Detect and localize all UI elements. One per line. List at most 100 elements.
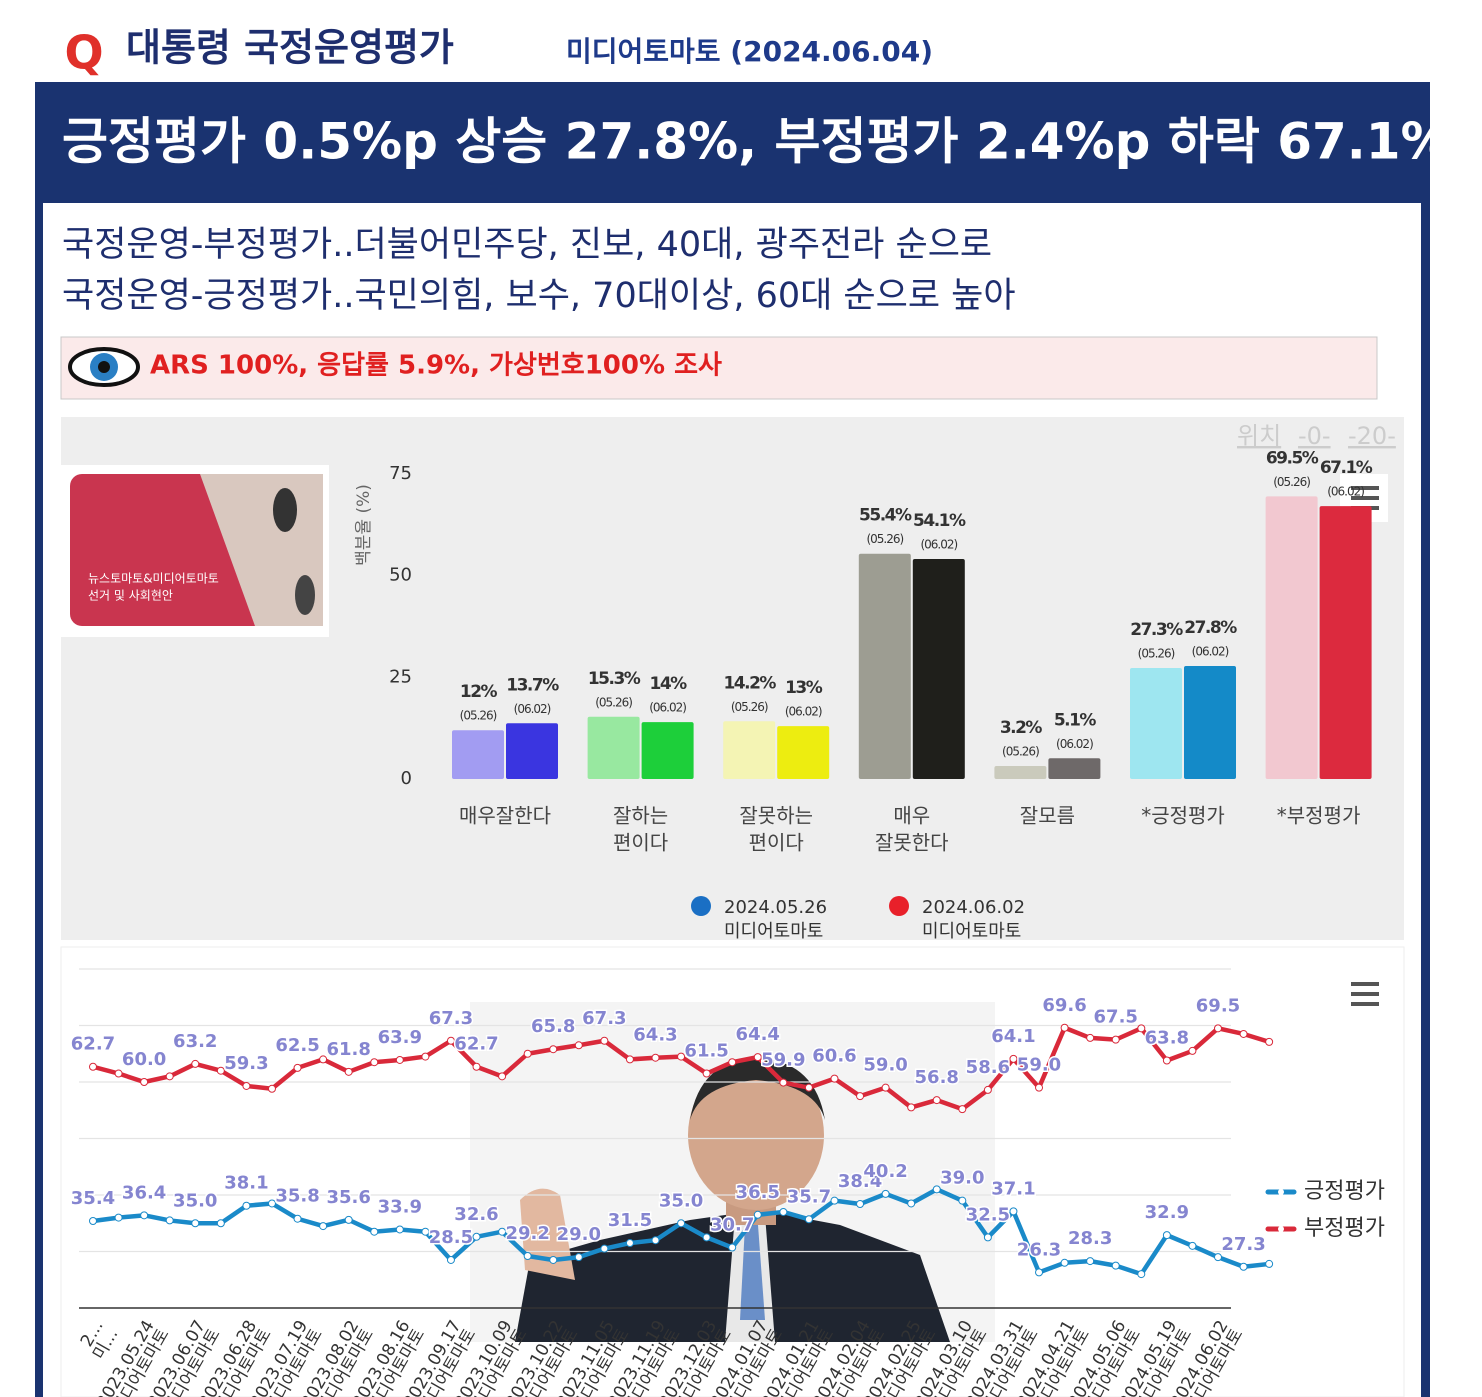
point [1137, 1024, 1146, 1033]
point [498, 1227, 507, 1236]
point [958, 1196, 967, 1205]
bar-date-label: (05.26) [460, 709, 497, 723]
bar-date-label: (06.02) [785, 705, 822, 719]
point [574, 1041, 583, 1050]
pager-link[interactable]: -0- [1298, 422, 1331, 450]
point-label: 35.0 [659, 1190, 703, 1211]
point-label: 28.5 [429, 1227, 473, 1248]
legend-label: 미디어토마토 [922, 921, 1021, 942]
point [344, 1067, 353, 1076]
point-label: 63.2 [173, 1031, 217, 1052]
pager-text: 위치 [1237, 422, 1281, 450]
point [267, 1199, 276, 1208]
point [344, 1215, 353, 1224]
bar [994, 765, 1047, 779]
point [370, 1227, 379, 1236]
point-label: 32.9 [1145, 1202, 1189, 1223]
point-label: 62.7 [71, 1034, 115, 1055]
bar [1319, 506, 1372, 779]
bar [641, 722, 694, 779]
thumbnail-text: 뉴스토마토&미디어토마토 [88, 572, 219, 586]
point [165, 1216, 174, 1225]
point [1086, 1257, 1095, 1266]
bar-date-label: (06.02) [920, 537, 957, 551]
point [830, 1196, 839, 1205]
pager-link[interactable]: -20- [1348, 422, 1396, 450]
point-label: 32.6 [454, 1204, 498, 1225]
point [881, 1189, 890, 1198]
summary-line: 국정운영-긍정평가..국민의힘, 보수, 70대이상, 60대 순으로 높아 [62, 276, 1016, 316]
point-label: 35.7 [787, 1186, 831, 1207]
point [1188, 1046, 1197, 1055]
point [1009, 1054, 1018, 1063]
point [677, 1219, 686, 1228]
point [446, 1255, 455, 1264]
x-tick-label: 잘못하는 [739, 804, 813, 828]
thumbnail-art [295, 575, 315, 615]
bar [1265, 496, 1318, 779]
point [1009, 1207, 1018, 1216]
legend-label: 부정평가 [1304, 1216, 1385, 1241]
point [625, 1239, 634, 1248]
menu-button[interactable] [1340, 970, 1388, 1018]
point-label: 28.3 [1068, 1228, 1112, 1249]
point [625, 1055, 634, 1064]
y-tick-label: 25 [389, 666, 412, 687]
point [856, 1200, 865, 1209]
bar [777, 726, 830, 779]
bar-value-label: 27.3% [1130, 620, 1183, 640]
point [395, 1225, 404, 1234]
point-label: 59.0 [863, 1055, 907, 1076]
point [421, 1227, 430, 1236]
point-label: 63.9 [378, 1027, 422, 1048]
point-label: 26.3 [1017, 1239, 1061, 1260]
point-label: 56.8 [915, 1067, 959, 1088]
y-tick-label: 0 [401, 768, 412, 789]
point-label: 63.8 [1145, 1028, 1189, 1049]
point [779, 1207, 788, 1216]
point-label: 38.1 [224, 1173, 268, 1194]
bar-value-label: 55.4% [859, 506, 912, 526]
y-tick-label: 75 [389, 463, 412, 484]
bar [1048, 758, 1101, 779]
point-label: 36.5 [736, 1182, 780, 1203]
bar-value-label: 15.3% [588, 669, 641, 689]
point [1162, 1056, 1171, 1065]
point-label: 35.6 [326, 1187, 370, 1208]
x-tick-label: 잘하는 [613, 804, 668, 828]
point-label: 32.5 [966, 1204, 1010, 1225]
point [702, 1069, 711, 1078]
point [1060, 1023, 1069, 1032]
point [165, 1072, 174, 1081]
point-label: 64.1 [991, 1026, 1035, 1047]
point-label: 61.5 [684, 1041, 728, 1062]
bar-value-label: 14.2% [723, 673, 776, 693]
point-label: 62.5 [275, 1035, 319, 1056]
point-label: 37.1 [991, 1178, 1035, 1199]
x-tick-label: 잘모름 [1020, 804, 1075, 828]
point [89, 1062, 97, 1071]
point-label: 65.8 [531, 1016, 575, 1037]
bar-value-label: 5.1% [1054, 710, 1097, 730]
point [728, 1243, 737, 1252]
point [881, 1083, 890, 1092]
point [472, 1062, 481, 1071]
bar [1184, 665, 1236, 779]
point [1111, 1035, 1120, 1044]
point [574, 1253, 583, 1262]
point [370, 1058, 379, 1067]
point-label: 67.3 [429, 1008, 473, 1029]
point-label: 58.6 [966, 1057, 1010, 1078]
point-label: 29.2 [505, 1223, 549, 1244]
point [932, 1096, 941, 1105]
bar-value-label: 13% [785, 678, 823, 698]
point [651, 1053, 660, 1062]
point-label: 60.0 [122, 1049, 166, 1070]
point-label: 36.4 [122, 1182, 166, 1203]
bar [1130, 667, 1182, 779]
banner-headline: 긍정평가 0.5%p 상승 27.8%, 부정평가 2.4%p 하락 67.1% [62, 113, 1451, 171]
point [114, 1213, 123, 1222]
bar-value-label: 13.7% [506, 675, 559, 695]
thumbnail-art [273, 488, 297, 532]
